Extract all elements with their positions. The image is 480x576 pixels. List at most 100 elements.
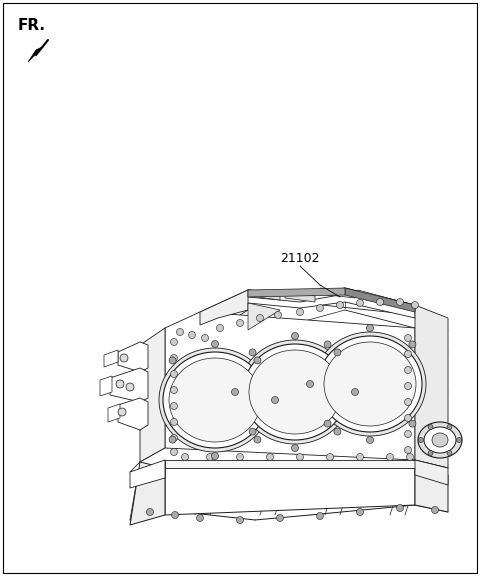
Polygon shape: [345, 288, 415, 312]
Ellipse shape: [126, 383, 134, 391]
Polygon shape: [415, 468, 448, 512]
Text: FR.: FR.: [18, 18, 46, 33]
Ellipse shape: [334, 428, 341, 435]
Ellipse shape: [405, 430, 411, 438]
Ellipse shape: [456, 438, 461, 442]
Ellipse shape: [216, 324, 224, 332]
Ellipse shape: [376, 298, 384, 305]
Ellipse shape: [170, 339, 178, 346]
Ellipse shape: [405, 382, 411, 389]
Ellipse shape: [307, 381, 313, 388]
Ellipse shape: [254, 436, 261, 443]
Ellipse shape: [432, 506, 439, 513]
Ellipse shape: [407, 453, 413, 460]
Ellipse shape: [291, 445, 299, 452]
Ellipse shape: [169, 436, 176, 443]
Ellipse shape: [396, 298, 404, 305]
Ellipse shape: [237, 320, 243, 327]
Ellipse shape: [272, 396, 278, 404]
Polygon shape: [250, 290, 280, 300]
Ellipse shape: [357, 509, 363, 516]
Ellipse shape: [326, 453, 334, 460]
Polygon shape: [140, 328, 165, 462]
Ellipse shape: [170, 419, 178, 426]
Ellipse shape: [170, 386, 178, 393]
Ellipse shape: [405, 335, 411, 342]
Ellipse shape: [189, 332, 195, 339]
Ellipse shape: [120, 354, 128, 362]
Ellipse shape: [336, 301, 344, 309]
Ellipse shape: [276, 514, 284, 521]
Ellipse shape: [231, 388, 239, 396]
Ellipse shape: [409, 420, 416, 427]
Ellipse shape: [409, 341, 416, 348]
Ellipse shape: [405, 366, 411, 373]
Polygon shape: [118, 342, 148, 372]
Ellipse shape: [254, 357, 261, 364]
Ellipse shape: [170, 354, 178, 362]
Ellipse shape: [275, 312, 281, 319]
Ellipse shape: [249, 428, 256, 435]
Polygon shape: [130, 448, 448, 485]
Polygon shape: [200, 290, 248, 325]
Ellipse shape: [357, 453, 363, 460]
Ellipse shape: [334, 349, 341, 356]
Polygon shape: [358, 290, 395, 306]
Ellipse shape: [357, 300, 363, 306]
Polygon shape: [104, 350, 118, 367]
Ellipse shape: [116, 380, 124, 388]
Polygon shape: [100, 376, 112, 396]
Ellipse shape: [405, 351, 411, 358]
Ellipse shape: [291, 332, 299, 339]
Polygon shape: [415, 305, 448, 468]
Polygon shape: [415, 460, 448, 485]
Ellipse shape: [163, 352, 267, 448]
Ellipse shape: [405, 415, 411, 422]
Ellipse shape: [243, 344, 347, 440]
Ellipse shape: [177, 328, 183, 335]
Ellipse shape: [266, 453, 274, 460]
Ellipse shape: [367, 437, 373, 444]
Ellipse shape: [297, 453, 303, 460]
Polygon shape: [28, 46, 44, 62]
Ellipse shape: [367, 324, 373, 332]
Ellipse shape: [324, 341, 331, 348]
Ellipse shape: [447, 425, 452, 430]
Ellipse shape: [170, 434, 178, 441]
Ellipse shape: [418, 422, 462, 458]
Ellipse shape: [316, 513, 324, 520]
Ellipse shape: [249, 350, 341, 434]
Ellipse shape: [159, 348, 271, 452]
Ellipse shape: [428, 450, 433, 456]
Ellipse shape: [297, 309, 303, 316]
Polygon shape: [165, 460, 415, 510]
Ellipse shape: [405, 399, 411, 406]
Ellipse shape: [170, 449, 178, 456]
Ellipse shape: [146, 509, 154, 516]
Ellipse shape: [206, 453, 214, 460]
Polygon shape: [130, 460, 165, 488]
Ellipse shape: [170, 370, 178, 377]
Ellipse shape: [181, 453, 189, 460]
Ellipse shape: [171, 511, 179, 518]
Ellipse shape: [237, 453, 243, 460]
Polygon shape: [130, 448, 165, 520]
Ellipse shape: [237, 517, 243, 524]
Polygon shape: [118, 398, 148, 430]
Ellipse shape: [424, 427, 456, 453]
Ellipse shape: [419, 438, 423, 442]
Ellipse shape: [316, 305, 324, 312]
Polygon shape: [320, 288, 355, 298]
Polygon shape: [110, 368, 148, 402]
Ellipse shape: [447, 450, 452, 456]
Polygon shape: [248, 288, 415, 310]
Ellipse shape: [249, 349, 256, 356]
Ellipse shape: [324, 420, 331, 427]
Ellipse shape: [118, 408, 126, 416]
Ellipse shape: [351, 388, 359, 396]
Ellipse shape: [396, 505, 404, 511]
Ellipse shape: [212, 453, 218, 460]
Polygon shape: [165, 468, 415, 515]
Ellipse shape: [239, 340, 351, 444]
Polygon shape: [285, 292, 315, 302]
